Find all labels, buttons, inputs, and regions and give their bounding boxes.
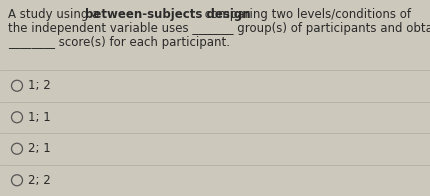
Text: A study using a: A study using a (8, 8, 103, 21)
Text: 2; 1: 2; 1 (28, 142, 50, 155)
Text: 1; 1: 1; 1 (28, 111, 50, 124)
Text: 2; 2: 2; 2 (28, 174, 50, 187)
Text: between-subjects design: between-subjects design (85, 8, 250, 21)
Text: 1; 2: 1; 2 (28, 79, 50, 92)
Text: the independent variable uses _______ group(s) of participants and obtains: the independent variable uses _______ gr… (8, 22, 430, 35)
Text: ________ score(s) for each participant.: ________ score(s) for each participant. (8, 36, 230, 49)
Text: comparing two levels/conditions of: comparing two levels/conditions of (201, 8, 410, 21)
